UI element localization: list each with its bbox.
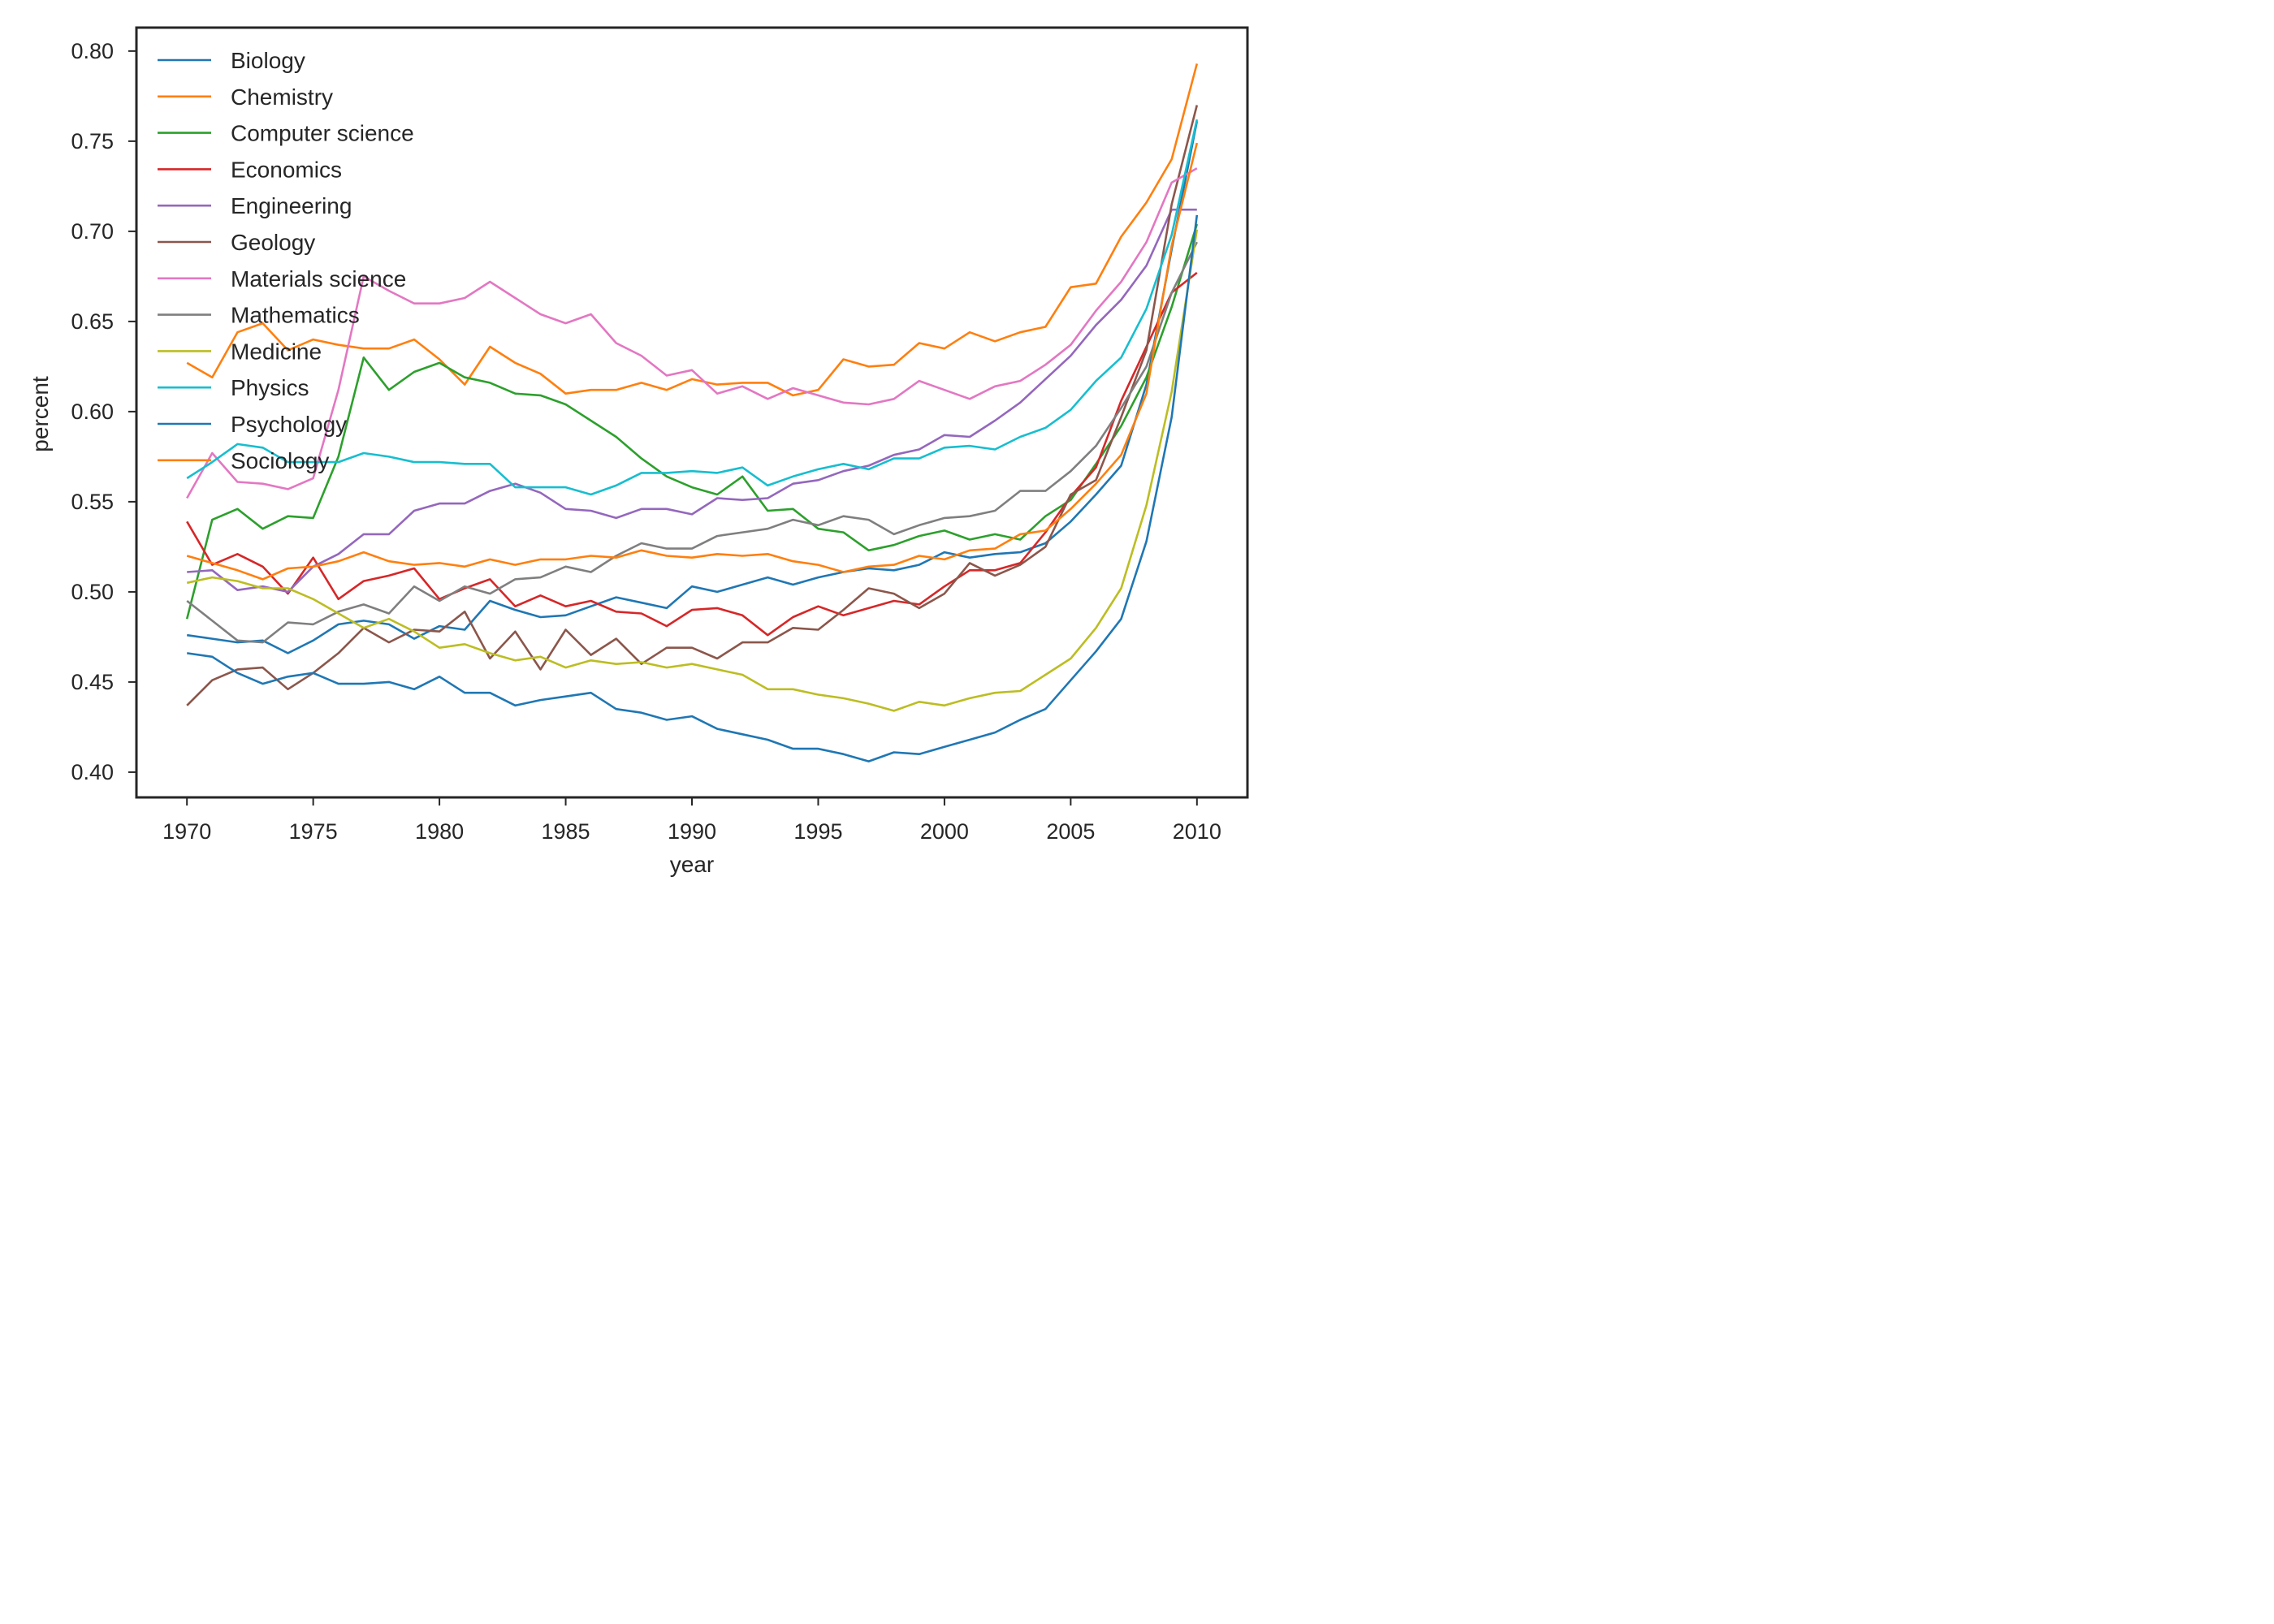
series-line-geology — [186, 105, 1199, 706]
legend-label: Sociology — [231, 448, 329, 473]
y-tick-label: 0.80 — [71, 39, 114, 63]
y-tick-label: 0.45 — [71, 670, 114, 694]
legend-item: Biology — [158, 48, 305, 73]
legend-item: Mathematics — [158, 303, 360, 328]
y-tick-label: 0.40 — [71, 760, 114, 784]
series-line-sociology — [186, 142, 1199, 581]
axis-ticks: 1970 1975 1980 1985 1990 1995 2000 2005 2010 0.40… — [71, 39, 1221, 844]
legend: Biology Chemistry Computer science Economic… — [158, 48, 414, 473]
y-tick-label: 0.60 — [71, 400, 114, 424]
legend-label: Engineering — [231, 193, 352, 218]
legend-item: Medicine — [158, 339, 322, 364]
x-tick-label: 2000 — [920, 819, 969, 844]
series-line-economics — [186, 271, 1198, 637]
series-line-materials-science — [186, 167, 1198, 499]
series-line-computer-science — [185, 223, 1199, 620]
y-axis-label: percent — [28, 376, 53, 452]
legend-label: Biology — [231, 48, 305, 73]
series-line-medicine — [186, 229, 1199, 712]
legend-item: Chemistry — [158, 84, 333, 110]
legend-label: Medicine — [231, 339, 322, 364]
x-tick-label: 1980 — [415, 819, 464, 844]
legend-label: Psychology — [231, 412, 347, 437]
x-tick-label: 1975 — [289, 819, 338, 844]
series-lines — [185, 63, 1199, 762]
y-tick-label: 0.75 — [71, 129, 114, 153]
legend-label: Computer science — [231, 121, 414, 146]
legend-label: Mathematics — [231, 303, 360, 328]
x-tick-label: 1985 — [542, 819, 590, 844]
x-tick-label: 1995 — [793, 819, 842, 844]
legend-label: Chemistry — [231, 84, 333, 110]
series-line-psychology — [187, 214, 1199, 762]
x-tick-label: 2010 — [1173, 819, 1221, 844]
x-tick-label: 1970 — [162, 819, 211, 844]
legend-label: Economics — [231, 157, 342, 182]
series-line-chemistry — [186, 63, 1199, 397]
x-tick-label: 1990 — [668, 819, 716, 844]
legend-label: Geology — [231, 230, 315, 255]
legend-item: Physics — [158, 375, 309, 400]
series-line-physics — [186, 119, 1199, 496]
legend-label: Physics — [231, 375, 309, 400]
legend-item: Sociology — [158, 448, 329, 473]
legend-item: Economics — [158, 157, 342, 182]
legend-label: Materials science — [231, 266, 406, 292]
y-tick-label: 0.55 — [71, 490, 114, 514]
x-axis-label: year — [670, 852, 714, 877]
series-line-engineering — [187, 208, 1197, 594]
x-tick-label: 2005 — [1046, 819, 1095, 844]
y-tick-label: 0.65 — [71, 309, 114, 334]
line-chart: 1970 1975 1980 1985 1990 1995 2000 2005 2010 0.40… — [28, 26, 1249, 877]
legend-item: Psychology — [158, 412, 347, 437]
y-tick-label: 0.70 — [71, 219, 114, 244]
legend-item: Computer science — [158, 121, 414, 146]
series-line-mathematics — [186, 241, 1198, 644]
y-tick-label: 0.50 — [71, 580, 114, 604]
legend-item: Engineering — [158, 193, 352, 218]
legend-item: Materials science — [158, 266, 406, 292]
legend-item: Geology — [158, 230, 315, 255]
